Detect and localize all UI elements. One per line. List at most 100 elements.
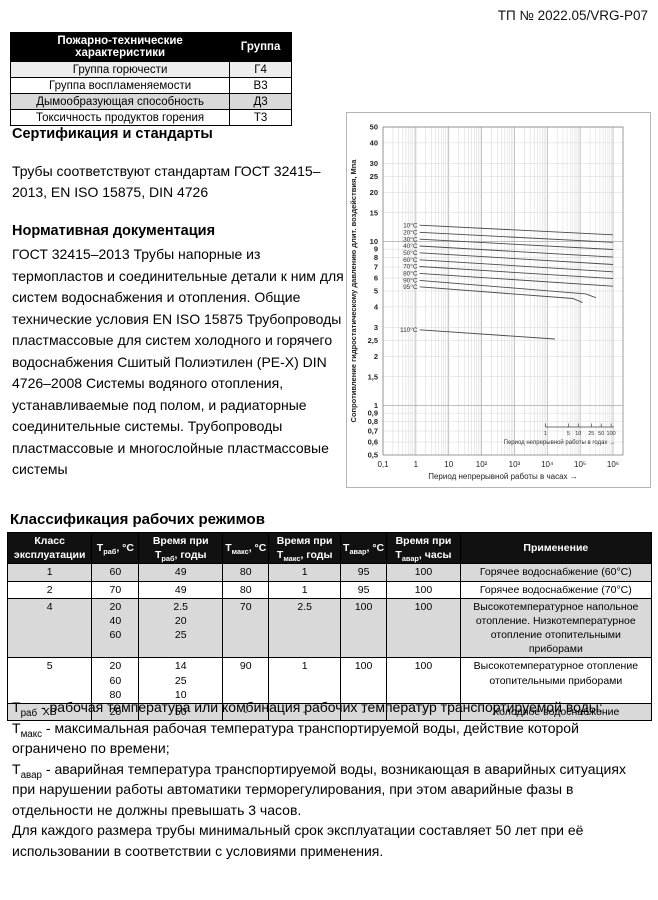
classification-cell: 20 xyxy=(91,702,140,722)
years-tick-label: 100 xyxy=(607,431,616,437)
y-tick-label: 0,7 xyxy=(368,427,378,436)
y-tick-label: 8 xyxy=(374,253,378,262)
curve-label: 40°C xyxy=(403,242,418,250)
classification-cell: 60 xyxy=(91,563,140,582)
classification-cell: 2 xyxy=(6,580,93,599)
fire-table-cell: Г4 xyxy=(229,61,292,78)
y-tick-label: 50 xyxy=(370,123,378,132)
classification-cell: 80 xyxy=(222,563,270,582)
x-tick-label: 10 xyxy=(444,460,453,469)
certification-heading: Сертификация и стандарты xyxy=(12,126,213,142)
years-tick-label: 25 xyxy=(588,431,594,437)
y-tick-label: 0,8 xyxy=(368,417,378,426)
classification-cell: 70 xyxy=(91,580,140,599)
classification-heading: Классификация рабочих режимов xyxy=(10,511,265,528)
y-tick-label: 1,5 xyxy=(368,372,378,381)
classification-cell: ХВ xyxy=(6,702,93,722)
y-tick-label: 2,5 xyxy=(368,336,378,345)
y-axis-label: Сопротивление гидростатическому давлению… xyxy=(349,159,358,423)
fire-table-row: Токсичность продуктов горения Т3 xyxy=(9,109,292,126)
x-tick-label: 10⁵ xyxy=(574,460,586,469)
curve-label: 95°C xyxy=(403,283,418,291)
classification-cell: 100 xyxy=(386,563,461,582)
temperature-curve xyxy=(419,329,555,340)
fire-table-cell: Группа горючести xyxy=(9,61,231,78)
y-tick-label: 5 xyxy=(374,287,378,296)
fire-table-header-row: Пожарно-технические характеристики Группа xyxy=(9,32,292,62)
classification-cell: - xyxy=(339,702,388,722)
y-tick-label: 7 xyxy=(374,263,378,272)
temperature-curve xyxy=(419,245,614,258)
years-tick-label: 5 xyxy=(567,431,570,437)
classification-cell: 1 xyxy=(268,657,341,704)
y-tick-label: 0,5 xyxy=(368,451,378,460)
fire-table-body: Группа горючести Г4 Группа воспламеняемост… xyxy=(9,61,292,126)
y-tick-label: 20 xyxy=(370,188,378,197)
classification-cell: 49 xyxy=(138,563,224,582)
classification-cell: 2.5 20 25 xyxy=(138,597,224,659)
classification-cell: - xyxy=(386,702,461,722)
classification-cell: Холодное водоснабжение xyxy=(459,702,653,722)
y-tick-label: 0,9 xyxy=(368,409,378,418)
y-tick-label: 0,6 xyxy=(368,438,378,447)
fire-table-row: Дымообразующая способность Д3 xyxy=(9,93,292,110)
curve-label: 110°C xyxy=(400,326,418,334)
classification-header-cell: Время при Тмакс, годы xyxy=(268,531,341,565)
chart-grid xyxy=(382,126,624,456)
classification-cell: Горячее водоснабжение (70°С) xyxy=(459,580,653,599)
curve-label: 50°C xyxy=(403,249,418,257)
classification-cell: 100 xyxy=(339,657,388,704)
temperature-curve xyxy=(419,224,614,236)
classification-cell: 49 xyxy=(138,580,224,599)
fire-table-cell: Группа воспламеняемости xyxy=(9,77,231,94)
left-text-column: Сертификация и стандарты Трубы соответст… xyxy=(12,124,346,481)
fire-table-head: Пожарно-технические характеристики Группа xyxy=(9,32,292,62)
y-tick-label: 40 xyxy=(370,138,378,147)
x-axis-label: Период непрерывной работы в часах → xyxy=(428,472,578,481)
classification-cell: 2.5 xyxy=(268,597,341,659)
classification-table-body: 1 60 49 80 1 95 100 Горячее водоснабжение (60°С… xyxy=(6,563,653,722)
fire-table-cell: Дымообразующая способность xyxy=(9,93,231,110)
classification-section: Классификация рабочих режимов Класс эксп… xyxy=(6,511,653,722)
classification-cell: 20 60 80 xyxy=(91,657,140,704)
classification-cell: 4 xyxy=(6,597,93,659)
y-tick-label: 25 xyxy=(370,172,378,181)
classification-cell: 5 xyxy=(6,657,93,704)
classification-cell: 100 xyxy=(386,597,461,659)
chart-svg: 5040302520151098765432,521,510,90,80,70,… xyxy=(349,123,624,481)
y-tick-label: 30 xyxy=(370,159,378,168)
chart-series-lines xyxy=(419,224,614,340)
classification-row: 1 60 49 80 1 95 100 Горячее водоснабжение (60°С… xyxy=(6,563,653,582)
classification-table-head: Класс эксплуатации Траб, °С Время при Траб… xyxy=(6,531,653,565)
classification-cell: 100 xyxy=(386,657,461,704)
temperature-curve xyxy=(419,238,614,250)
classification-header-row: Класс эксплуатации Траб, °С Время при Траб… xyxy=(6,531,653,565)
x-tick-label: 10² xyxy=(476,460,488,469)
classification-table: Класс эксплуатации Траб, °С Время при Траб… xyxy=(6,531,653,722)
footnotes: Траб - рабочая температура или комбинаци… xyxy=(12,697,650,861)
classification-cell: - xyxy=(222,702,270,722)
classification-row: 4 20 40 60 2.5 20 25 70 2.5 100 100 Высокотемперату… xyxy=(6,597,653,659)
curve-label: 30°C xyxy=(403,235,418,243)
footnote-item: Траб - рабочая температура или комбинаци… xyxy=(12,699,603,719)
classification-cell: 1 xyxy=(268,563,341,582)
classification-cell: 1 xyxy=(6,563,93,582)
normative-text: ГОСТ 32415–2013 Трубы напорные из термоп… xyxy=(12,246,344,477)
classification-cell: Высокотемпературное отопление отопительн… xyxy=(459,657,653,704)
y-tick-label: 6 xyxy=(374,274,378,283)
classification-header-cell: Время при Тавар, часы xyxy=(386,531,461,565)
normative-heading: Нормативная документация xyxy=(12,222,216,239)
x-tick-label: 0,1 xyxy=(377,460,389,469)
classification-cell: Горячее водоснабжение (60°С) xyxy=(459,563,653,582)
classification-header-cell: Тавар, °С xyxy=(339,531,388,565)
x-tick-label: 1 xyxy=(414,460,419,469)
temperature-curve xyxy=(419,286,583,304)
y-tick-label: 4 xyxy=(374,302,379,311)
fire-table-header-cell: Группа xyxy=(229,32,292,62)
x-tick-label: 10⁶ xyxy=(607,460,619,469)
temperature-curve xyxy=(419,279,596,299)
classification-header-cell: Время при Траб, годы xyxy=(138,531,224,565)
classification-cell: 20 40 60 xyxy=(91,597,140,659)
classification-row: 2 70 49 80 1 95 100 Горячее водоснабжение (70°С… xyxy=(6,580,653,599)
fire-table-cell: Токсичность продуктов горения xyxy=(9,109,231,126)
